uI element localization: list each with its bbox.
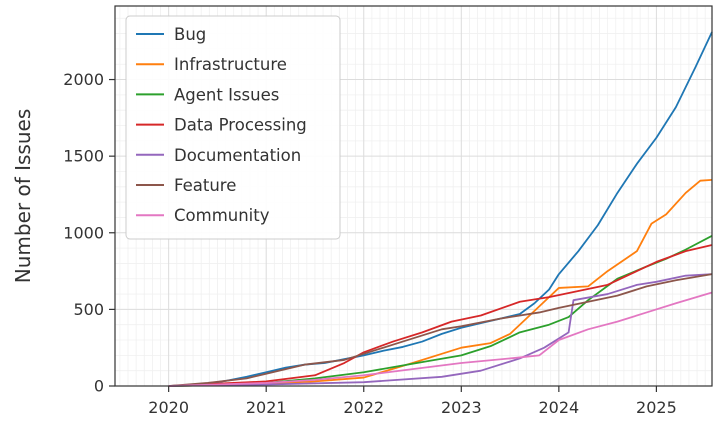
legend-label-data-processing: Data Processing (174, 116, 307, 135)
legend-label-documentation: Documentation (174, 146, 301, 165)
x-tick-label: 2023 (441, 398, 482, 417)
y-tick-label: 0 (94, 377, 104, 396)
series-lines (168, 31, 713, 387)
series-line-bug (168, 31, 713, 387)
series-line-feature (168, 273, 713, 387)
series-line-data-processing (168, 244, 713, 387)
series-line-community (168, 291, 713, 387)
legend-label-community: Community (174, 206, 270, 225)
legend-label-agent-issues: Agent Issues (174, 85, 279, 104)
x-tick-label: 2020 (148, 398, 189, 417)
legend: Bug Infrastructure Agent Issues Data Proces… (125, 15, 341, 240)
y-axis-title: Number of Issues (11, 109, 35, 283)
series-line-infrastructure (168, 179, 713, 387)
legend-label-bug: Bug (174, 25, 206, 44)
y-tick-label: 1000 (63, 223, 104, 242)
legend-label-infrastructure: Infrastructure (174, 55, 287, 74)
y-tick-label: 500 (73, 300, 104, 319)
plot-frame (114, 5, 713, 387)
series-line-documentation (168, 273, 713, 387)
legend-label-feature: Feature (174, 176, 236, 195)
y-tick-label: 2000 (63, 70, 104, 89)
x-tick-label: 2025 (636, 398, 677, 417)
x-tick-label: 2022 (343, 398, 384, 417)
x-tick-label: 2024 (538, 398, 579, 417)
x-tick-label: 2021 (246, 398, 287, 417)
y-tick-label: 1500 (63, 147, 104, 166)
axes: 2020 2021 2022 2023 2024 2025 0 500 1000 1500 2000 (63, 70, 676, 417)
legend-box (125, 15, 341, 240)
